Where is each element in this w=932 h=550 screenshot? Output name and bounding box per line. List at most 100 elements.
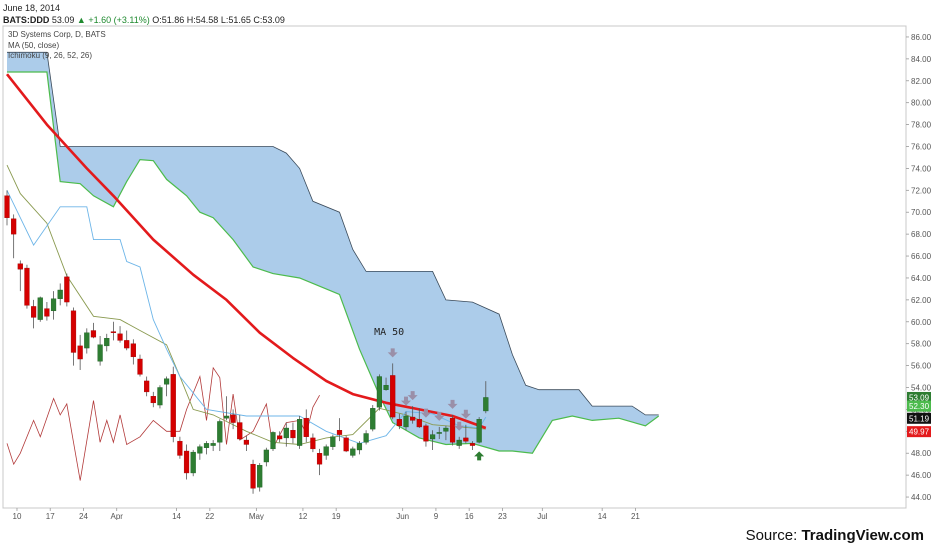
candle — [24, 264, 30, 309]
candle-body-up — [50, 298, 57, 312]
candle — [350, 446, 356, 458]
price-tag: 51.19 — [907, 412, 931, 424]
candle — [370, 405, 376, 432]
candle — [436, 426, 442, 439]
candle — [469, 441, 476, 450]
candle-body-up — [323, 446, 329, 456]
kijun-sen-line — [6, 164, 486, 445]
candle-body-up — [97, 344, 103, 362]
candle-body-down — [336, 430, 343, 435]
y-tick-label: 48.00 — [911, 449, 932, 458]
candle — [336, 418, 343, 442]
x-tick-label: Jun — [396, 512, 409, 520]
candle-body-down — [423, 425, 429, 442]
high-value: H:54.58 — [186, 15, 219, 25]
x-tick-label: 16 — [465, 512, 474, 520]
price-tag-box — [907, 391, 931, 403]
candle-body-up — [223, 415, 230, 419]
candle-body-down — [316, 453, 323, 465]
candle — [84, 328, 90, 354]
sell-arrow-icon — [447, 399, 458, 409]
y-tick-label: 86.00 — [911, 33, 932, 42]
candle-body-up — [483, 397, 489, 412]
candle-body-up — [330, 436, 336, 447]
y-tick-label: 68.00 — [911, 230, 932, 239]
candle — [290, 422, 296, 444]
senkou-span-b-line — [7, 51, 659, 416]
candle-body-down — [64, 276, 70, 303]
price-tag-label: 52.30 — [909, 402, 930, 411]
candle — [77, 334, 83, 370]
x-tick-label: 19 — [332, 512, 341, 520]
candle — [170, 366, 176, 443]
candle-body-down — [310, 437, 316, 450]
y-tick-label: 76.00 — [911, 143, 932, 152]
price-tag-box — [907, 400, 931, 412]
x-tick-label: 12 — [298, 512, 307, 520]
candle — [356, 441, 363, 455]
y-tick-label: 74.00 — [911, 164, 932, 173]
y-tick-label: 54.00 — [911, 384, 932, 393]
candle-body-up — [363, 433, 369, 443]
candle — [416, 408, 422, 429]
candle — [463, 424, 469, 444]
candle-body-down — [31, 306, 37, 318]
y-tick-label: 62.00 — [911, 296, 932, 305]
candle-body-down — [243, 439, 250, 445]
x-tick-label: 23 — [498, 512, 507, 520]
candle — [217, 419, 223, 452]
candle — [323, 444, 329, 460]
candle — [183, 444, 190, 480]
price-tag: 52.30 — [907, 400, 931, 412]
candle-body-up — [456, 439, 462, 446]
candle-body-down — [416, 419, 422, 428]
open-value: O:51.86 — [152, 15, 185, 25]
candle-body-up — [203, 443, 210, 448]
price-chart[interactable]: 86.00 84.00 82.00 80.00 78.00 76.00 74.00 72.00… — [0, 0, 932, 520]
candle-body-down — [390, 375, 396, 418]
candle — [403, 411, 409, 431]
x-tick-label: 21 — [631, 512, 640, 520]
candle — [130, 339, 136, 365]
x-tick-label: May — [249, 512, 264, 520]
candle — [250, 459, 256, 494]
candle — [237, 414, 243, 441]
legend-series-title[interactable]: 3D Systems Corp, D, BATS — [8, 30, 106, 39]
candle-body-up — [376, 376, 383, 408]
buy-arrow-icon — [474, 451, 485, 461]
x-tick-label: 24 — [79, 512, 88, 520]
candle-body-down — [469, 443, 476, 446]
candle-body-down — [11, 218, 17, 235]
candle — [44, 302, 50, 321]
ohlc-line: BATS:DDD 53.09 ▲ +1.60 (+3.11%) O:51.86 … — [3, 14, 285, 26]
x-tick-label: Apr — [110, 512, 123, 520]
candle-body-down — [410, 416, 416, 421]
candle — [97, 336, 103, 366]
chart-header: June 18, 2014 BATS:DDD 53.09 ▲ +1.60 (+3… — [3, 2, 285, 26]
price-tag-box — [907, 412, 931, 424]
sell-arrow-icon — [460, 409, 471, 419]
legend-ichimoku[interactable]: Ichimoku (9, 26, 52, 26) — [8, 51, 93, 60]
candle-body-down — [90, 330, 97, 338]
y-tick-label: 44.00 — [911, 493, 932, 502]
candle — [270, 431, 276, 452]
price-change: +1.60 (+3.11%) — [88, 15, 150, 25]
candle-body-down — [144, 380, 150, 393]
candle-body-down — [250, 463, 256, 489]
candle — [283, 422, 289, 447]
candle-body-down — [124, 340, 130, 349]
candle — [303, 409, 309, 443]
candle — [203, 441, 210, 455]
source-name[interactable]: TradingView.com — [801, 527, 924, 544]
candle — [310, 433, 316, 453]
candle — [410, 406, 416, 424]
candle-body-up — [443, 427, 449, 432]
sell-arrow-icon — [454, 421, 465, 431]
candle — [230, 409, 236, 430]
x-tick-label: Jul — [537, 512, 547, 520]
legend-ma[interactable]: MA (50, close) — [8, 40, 60, 50]
senkou-span-a-line — [7, 71, 660, 454]
candle — [17, 260, 23, 292]
candle — [383, 377, 389, 391]
candle — [443, 425, 449, 441]
